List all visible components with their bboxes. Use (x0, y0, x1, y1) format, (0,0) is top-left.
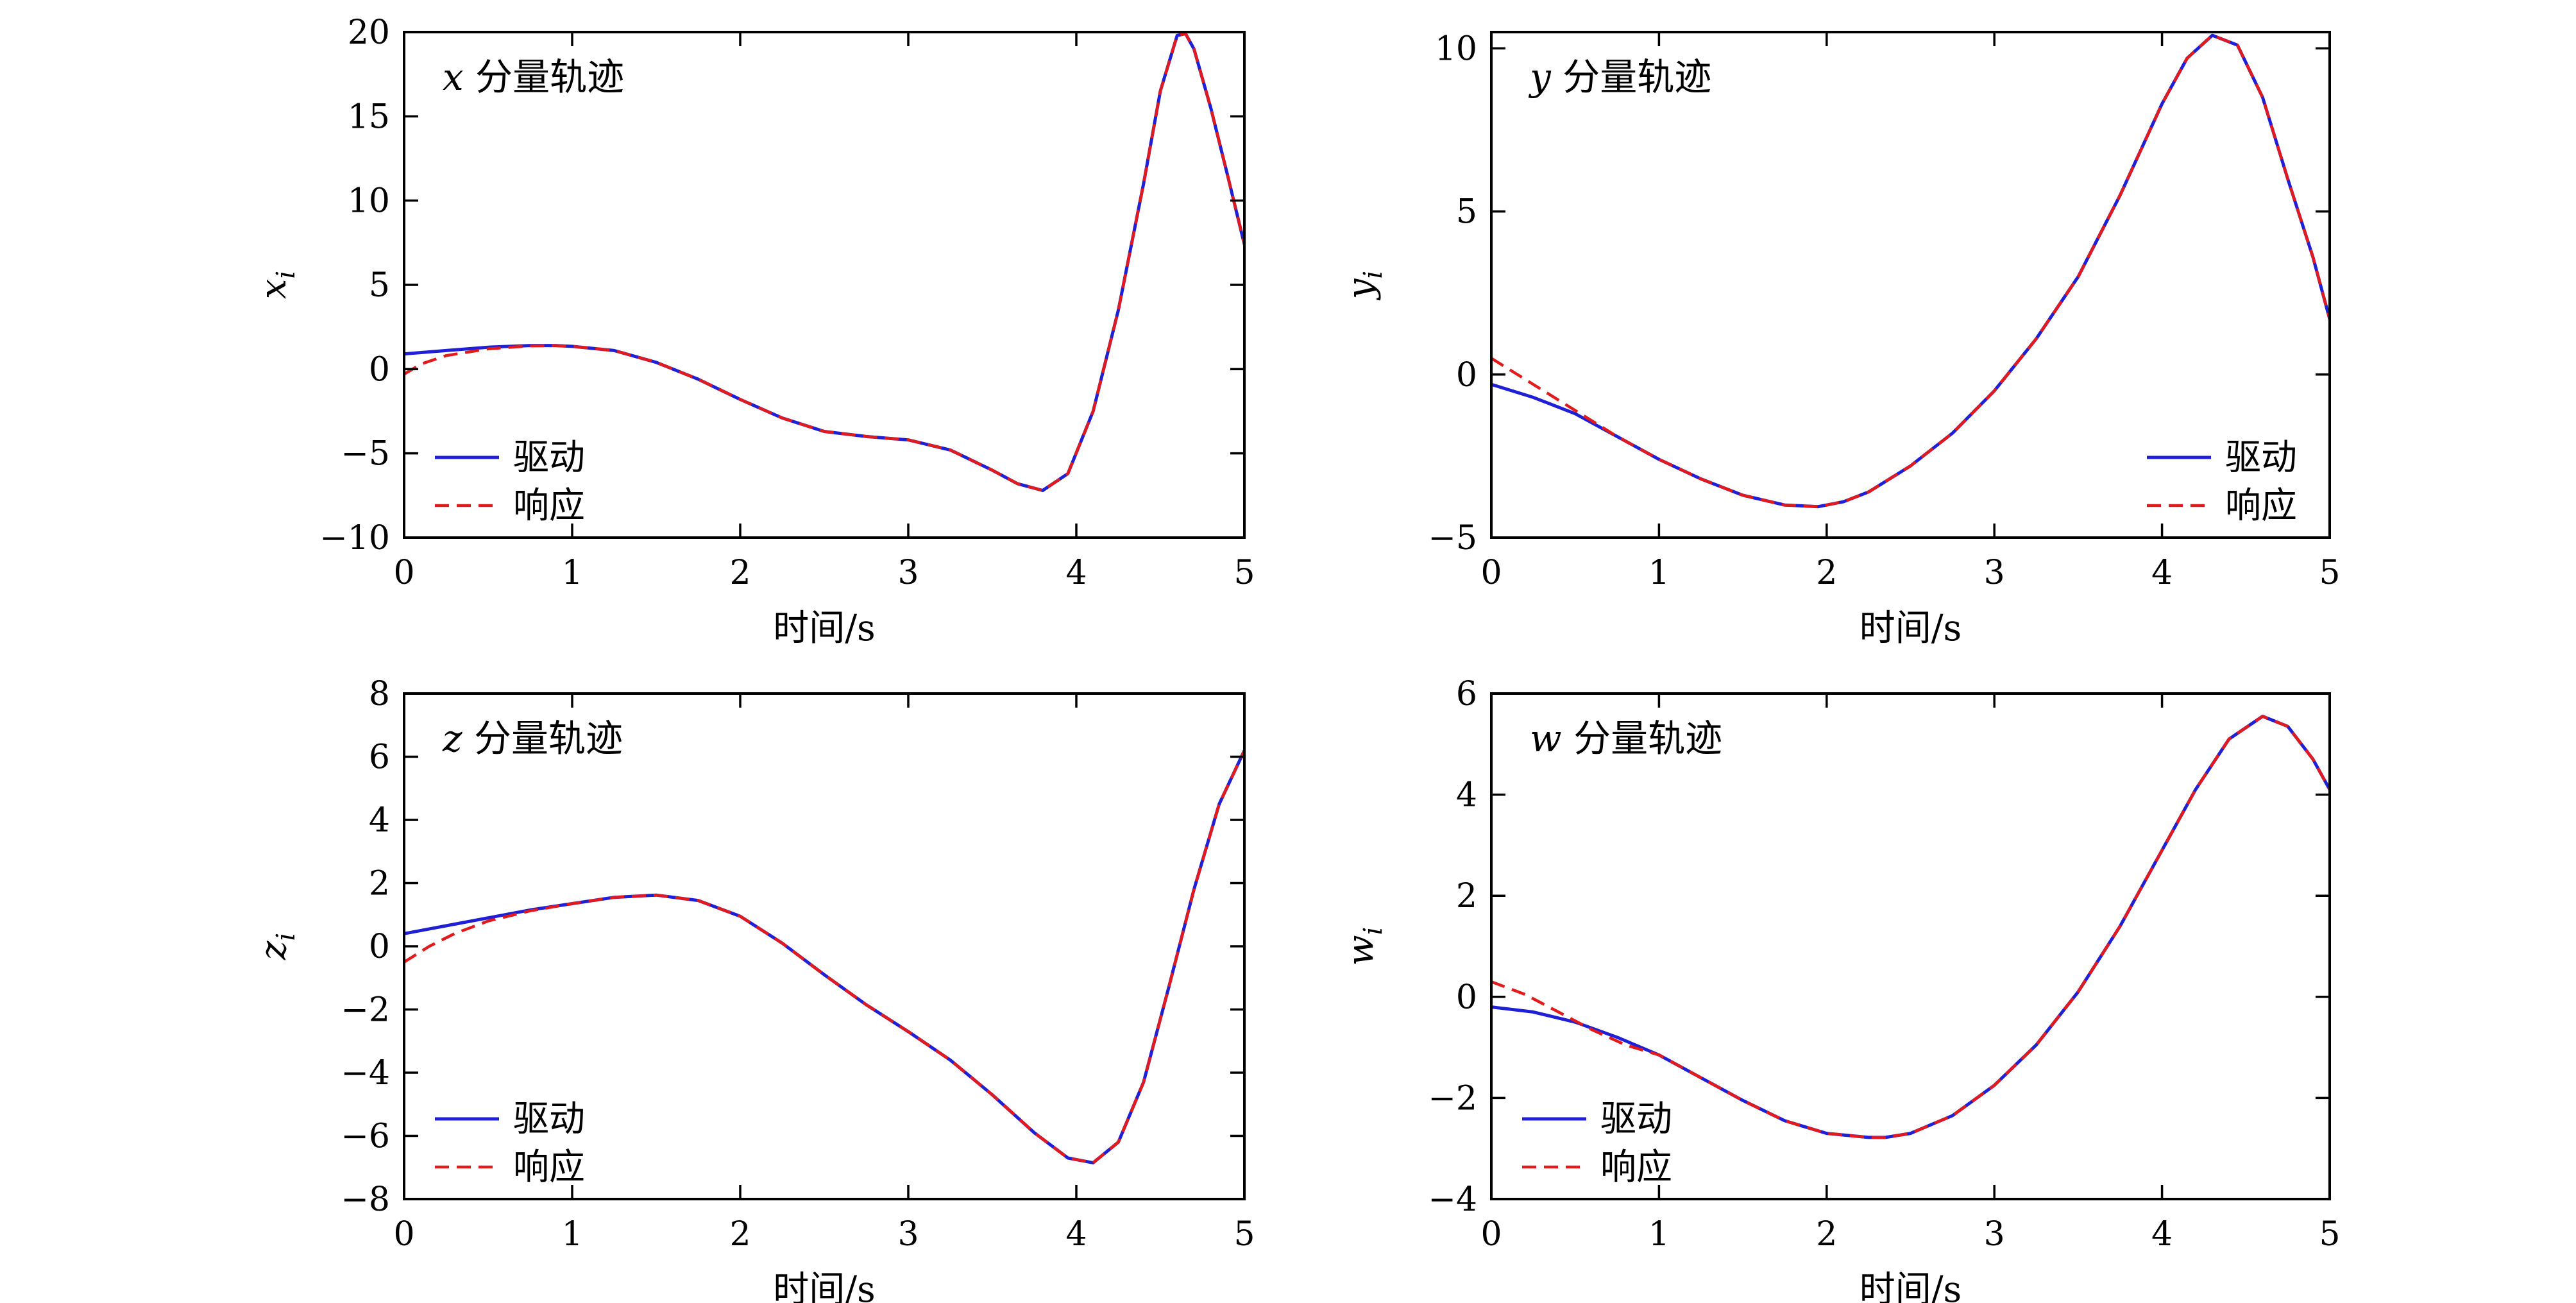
y-tick-label: −5 (341, 435, 390, 473)
y-tick-label: −2 (1428, 1079, 1477, 1118)
y-tick-label: −10 (319, 519, 390, 558)
y-tick-label: 8 (369, 675, 390, 713)
x-tick-label: 2 (729, 554, 750, 592)
y-tick-label: −5 (1428, 519, 1477, 558)
x-tick-label: 0 (393, 554, 414, 592)
x-tick-label: 1 (1648, 1215, 1670, 1254)
x-axis-label: 时间/s (1860, 608, 1962, 649)
y-tick-label: 5 (1456, 193, 1477, 232)
x-tick-label: 2 (1816, 554, 1837, 592)
y-tick-label: 0 (369, 928, 390, 966)
x-tick-label: 4 (1065, 554, 1087, 592)
x-tick-label: 3 (897, 1215, 919, 1254)
x-tick-label: 3 (1984, 554, 2005, 592)
legend-label: 响应 (513, 1146, 585, 1188)
y-axis-label: xi (253, 271, 301, 299)
drive-series-line (1491, 33, 2330, 509)
y-axis-label: yi (1340, 271, 1388, 301)
response-series-line (404, 32, 1244, 492)
x-tick-label: 0 (1480, 554, 1502, 592)
x-tick-label: 5 (2319, 554, 2340, 592)
y-tick-label: −8 (341, 1180, 390, 1219)
panel-annotation: x 分量轨迹 (443, 55, 624, 99)
y-tick-label: 2 (1456, 877, 1477, 916)
response-series-line (1491, 715, 2330, 1139)
x-axis-label: 时间/s (1860, 1269, 1962, 1303)
legend-label: 驱动 (2225, 437, 2297, 479)
legend-label: 驱动 (513, 1098, 585, 1140)
y-axis-label: wi (1340, 927, 1388, 966)
legend-label: 响应 (2225, 485, 2297, 527)
y-tick-label: 5 (369, 266, 390, 305)
x-tick-label: 4 (2151, 554, 2173, 592)
y-tick-label: 20 (348, 13, 390, 52)
x-tick-label: 0 (1480, 1215, 1502, 1254)
legend-label: 驱动 (513, 437, 585, 479)
drive-series-line (404, 32, 1244, 492)
y-tick-label: −2 (341, 991, 390, 1030)
y-tick-label: 6 (1456, 675, 1477, 713)
y-tick-label: −4 (341, 1054, 390, 1093)
response-series-line (1491, 33, 2330, 508)
legend-label: 响应 (513, 485, 585, 527)
y-axis-label: zi (253, 933, 301, 960)
y-tick-label: 10 (1435, 30, 1477, 68)
y-tick-label: 4 (369, 801, 390, 840)
y-tick-label: 6 (369, 738, 390, 777)
plot-frame (1490, 31, 2331, 539)
x-tick-label: 5 (1233, 1215, 1255, 1254)
y-tick-label: 0 (369, 350, 390, 389)
y-tick-label: 0 (1456, 978, 1477, 1017)
x-tick-label: 3 (897, 554, 919, 592)
panel-annotation: z 分量轨迹 (442, 717, 623, 760)
y-tick-label: 15 (348, 98, 390, 136)
legend-label: 响应 (1600, 1146, 1672, 1188)
y-tick-label: 0 (1456, 356, 1477, 395)
x-axis-label: 时间/s (773, 1269, 876, 1303)
legend-label: 驱动 (1600, 1098, 1672, 1140)
y-tick-label: 10 (348, 182, 390, 221)
x-tick-label: 2 (729, 1215, 750, 1254)
y-tick-label: 4 (1456, 776, 1477, 815)
x-tick-label: 5 (1233, 554, 1255, 592)
panel-annotation: y 分量轨迹 (1528, 55, 1711, 99)
panel-annotation: w 分量轨迹 (1530, 717, 1722, 760)
plot-frame (1490, 692, 2331, 1200)
response-series-line (404, 749, 1244, 1164)
y-tick-label: −4 (1428, 1180, 1477, 1219)
x-tick-label: 4 (2151, 1215, 2173, 1254)
x-tick-label: 1 (561, 554, 582, 592)
x-tick-label: 1 (561, 1215, 582, 1254)
x-tick-label: 2 (1816, 1215, 1837, 1254)
y-tick-label: 2 (369, 865, 390, 903)
x-tick-label: 4 (1065, 1215, 1087, 1254)
x-tick-label: 3 (1984, 1215, 2005, 1254)
x-tick-label: 5 (2319, 1215, 2340, 1254)
x-axis-label: 时间/s (773, 608, 876, 649)
x-tick-label: 0 (393, 1215, 414, 1254)
x-tick-label: 1 (1648, 554, 1670, 592)
y-tick-label: −6 (341, 1118, 390, 1156)
